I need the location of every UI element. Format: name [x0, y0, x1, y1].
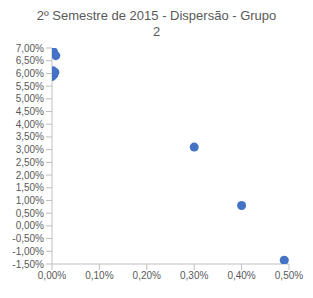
html-text:2º Semestre de 2015 - Dispersã: 2º Semestre de 2015 - Dispersão - Grupo … — [36, 8, 277, 39]
svg-text:-1,50%: -1,50% — [12, 259, 44, 270]
svg-text:-1,00%: -1,00% — [12, 246, 44, 257]
svg-text:3,00%: 3,00% — [16, 144, 44, 155]
svg-text:5,00%: 5,00% — [16, 93, 44, 104]
svg-text:3,50%: 3,50% — [16, 131, 44, 142]
svg-text:2,00%: 2,00% — [16, 170, 44, 181]
svg-text:0,10%: 0,10% — [85, 270, 113, 281]
svg-text:-0,50%: -0,50% — [12, 233, 44, 244]
svg-text:1,50%: 1,50% — [16, 182, 44, 193]
svg-text:4,50%: 4,50% — [16, 106, 44, 117]
svg-text:7,00%: 7,00% — [16, 43, 44, 54]
svg-text:0,40%: 0,40% — [227, 270, 255, 281]
svg-text:1,00%: 1,00% — [16, 195, 44, 206]
svg-text:0,50%: 0,50% — [16, 208, 44, 219]
svg-text:5,50%: 5,50% — [16, 81, 44, 92]
svg-text:0,00%: 0,00% — [38, 270, 66, 281]
svg-text:4,00%: 4,00% — [16, 119, 44, 130]
svg-text:0,00%: 0,00% — [16, 220, 44, 231]
svg-text:0,20%: 0,20% — [133, 270, 161, 281]
svg-text:0,30%: 0,30% — [180, 270, 208, 281]
svg-text:6,00%: 6,00% — [16, 68, 44, 79]
svg-text:6,50%: 6,50% — [16, 55, 44, 66]
svg-text:2,50%: 2,50% — [16, 157, 44, 168]
svg-text:0,50%: 0,50% — [275, 270, 303, 281]
